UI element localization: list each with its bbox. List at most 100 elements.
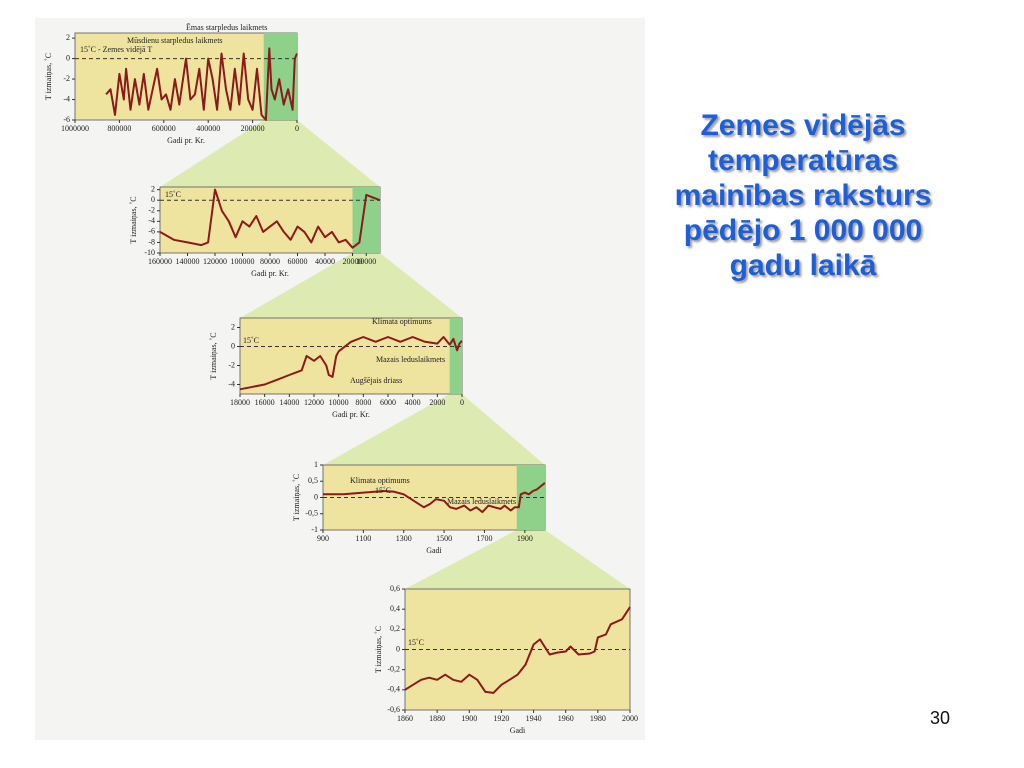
y-tick-label: 0 — [396, 644, 400, 653]
y-axis-label: T izmaiņas, ˚C — [374, 626, 384, 673]
x-tick-label: 14000 — [279, 398, 299, 407]
x-tick-label: 1900 — [461, 714, 477, 723]
x-tick-label: 400000 — [196, 124, 220, 133]
y-tick-label: 0 — [231, 341, 235, 350]
x-tick-label: 160000 — [148, 257, 172, 266]
y-tick-label: 0 — [151, 195, 155, 204]
x-tick-label: 120000 — [203, 257, 227, 266]
x-tick-label: 60000 — [288, 257, 308, 266]
x-tick-label: 900 — [317, 534, 329, 543]
y-tick-label: 0,4 — [390, 604, 400, 613]
y-tick-label: 2 — [231, 322, 235, 331]
x-tick-label: 40000 — [315, 257, 335, 266]
annotation: Mazais leduslaikmets — [447, 497, 516, 506]
y-tick-label: 0 — [314, 492, 318, 501]
x-tick-label: 1500 — [436, 534, 452, 543]
annotation: Mūsdienu starpledus laikmets — [127, 36, 223, 45]
x-tick-label: 1980 — [590, 714, 606, 723]
y-tick-label: -0,4 — [387, 685, 400, 694]
annotation: Ēmas starpledus laikmets — [186, 23, 267, 32]
y-tick-label: 0 — [66, 53, 70, 62]
y-tick-label: 1 — [314, 460, 318, 469]
x-axis-label: Gadi pr. Kr. — [167, 136, 205, 145]
x-tick-label: 200000 — [241, 124, 265, 133]
x-tick-label: 1700 — [476, 534, 492, 543]
temperature-line — [404, 606, 631, 694]
x-tick-label: 18000 — [230, 398, 250, 407]
slide-title: Zemes vidējās temperatūras mainības raks… — [674, 109, 932, 282]
x-tick-label: 2000 — [622, 714, 638, 723]
annotation: 15˚C — [375, 486, 391, 495]
x-tick-label: 1860 — [397, 714, 413, 723]
x-axis-label: Gadi — [426, 546, 442, 555]
y-axis-label: T izmaiņas, ˚C — [292, 474, 302, 521]
x-tick-label: 1940 — [526, 714, 542, 723]
annotation: Klimata optimums — [372, 317, 432, 326]
x-tick-label: 800000 — [107, 124, 131, 133]
x-tick-label: 140000 — [176, 257, 200, 266]
y-tick-label: -10 — [144, 248, 155, 257]
x-tick-label: 1000000 — [61, 124, 89, 133]
y-axis-label: T izmaiņas, ˚C — [129, 196, 139, 243]
plot-area — [239, 317, 463, 395]
x-tick-label: 1900 — [517, 534, 533, 543]
x-tick-label: 20000 — [343, 257, 363, 266]
y-axis-label: T izmaiņas, ˚C — [209, 332, 219, 379]
zoom-connector — [160, 120, 380, 187]
y-tick-label: -1 — [311, 525, 318, 534]
x-tick-label: 10000 — [356, 257, 376, 266]
plot-area — [159, 186, 381, 254]
y-tick-label: -0,5 — [305, 509, 318, 518]
x-tick-label: 16000 — [255, 398, 275, 407]
y-tick-label: -6 — [63, 115, 70, 124]
x-tick-label: 1880 — [429, 714, 445, 723]
y-tick-label: -4 — [148, 216, 155, 225]
x-tick-label: 1300 — [396, 534, 412, 543]
temperature-line — [239, 336, 463, 391]
y-tick-label: -8 — [148, 237, 155, 246]
y-tick-label: -2 — [63, 74, 70, 83]
y-axis-label: T izmaiņas, ˚C — [44, 53, 54, 100]
annotation: Augšējais driass — [350, 376, 402, 385]
x-axis-label: Gadi pr. Kr. — [332, 410, 370, 419]
x-tick-label: 8000 — [355, 398, 371, 407]
zoom-connector — [323, 394, 545, 465]
x-tick-label: 2000 — [429, 398, 445, 407]
x-tick-label: 1920 — [493, 714, 509, 723]
y-tick-label: -0,2 — [387, 664, 400, 673]
temperature-line — [159, 188, 381, 249]
y-tick-label: -4 — [228, 379, 235, 388]
y-tick-label: -6 — [148, 227, 155, 236]
y-tick-label: 0,5 — [308, 476, 318, 485]
x-axis-label: Gadi — [510, 726, 526, 735]
highlight-band — [449, 318, 462, 394]
x-tick-label: 1100 — [356, 534, 372, 543]
x-axis-label: Gadi pr. Kr. — [251, 269, 289, 278]
y-tick-label: 2 — [151, 184, 155, 193]
annotation: Mazais leduslaikmets — [376, 355, 445, 364]
annotation: Klimata optimums — [350, 476, 410, 485]
temperature-line — [323, 482, 546, 514]
x-tick-label: 0 — [295, 124, 299, 133]
x-tick-label: 80000 — [260, 257, 280, 266]
page-number: 30 — [930, 708, 951, 728]
x-tick-label: 1960 — [558, 714, 574, 723]
y-tick-label: -2 — [228, 360, 235, 369]
x-tick-label: 600000 — [152, 124, 176, 133]
y-tick-label: 0,2 — [390, 624, 400, 633]
x-tick-label: 0 — [460, 398, 464, 407]
zoom-connector — [240, 253, 462, 318]
annotation: 15˚C — [165, 190, 181, 199]
zoom-connector — [405, 530, 630, 589]
y-tick-label: 2 — [66, 33, 70, 42]
y-tick-label: -2 — [148, 206, 155, 215]
x-tick-label: 100000 — [231, 257, 255, 266]
x-tick-label: 4000 — [405, 398, 421, 407]
x-tick-label: 10000 — [329, 398, 349, 407]
x-tick-label: 6000 — [380, 398, 396, 407]
y-tick-label: 0,6 — [390, 584, 400, 593]
x-tick-label: 12000 — [304, 398, 324, 407]
annotation: 15˚C - Zemes vidējā T — [80, 45, 152, 54]
